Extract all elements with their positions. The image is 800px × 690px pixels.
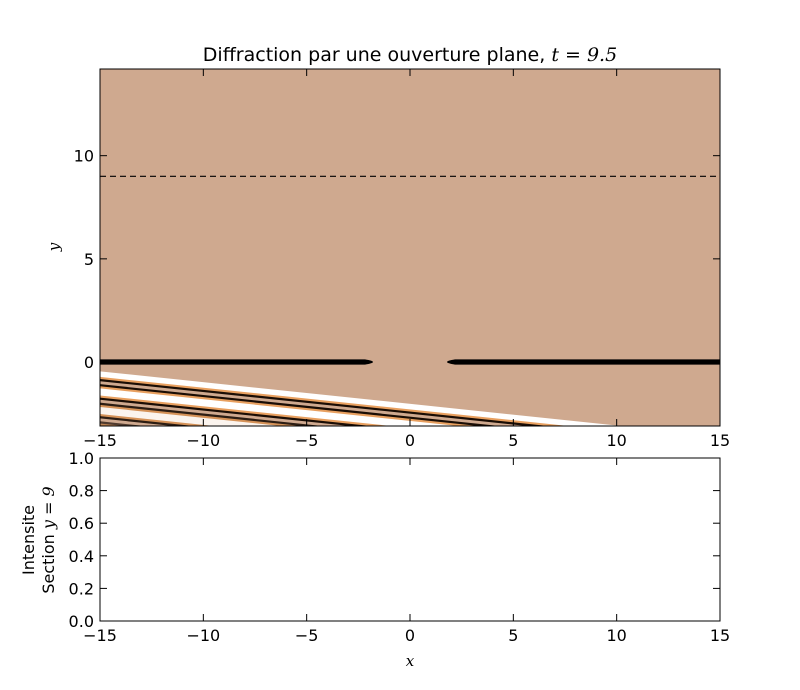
bottom-x-axis-label: x (406, 652, 415, 670)
x-tick-label: 10 (606, 431, 626, 450)
x-tick-label: −15 (83, 626, 117, 645)
x-tick-label: −10 (186, 431, 220, 450)
y-tick-label: 0.4 (69, 547, 94, 566)
x-tick-label: 5 (508, 626, 518, 645)
top-panel: −15 −10 −5 0 5 10 15 0 5 10 y (45, 68, 730, 450)
barrier-left (100, 359, 373, 365)
bottom-panel-background (100, 458, 720, 621)
x-tick-label: 15 (710, 626, 730, 645)
y-tick-label: 0.0 (69, 612, 94, 631)
y-tick-label: 0 (84, 353, 94, 372)
bottom-y-axis-label-line1: Intensite (19, 505, 38, 575)
wave-fringe-dark (100, 384, 500, 426)
y-tick-label: 0.8 (69, 482, 94, 501)
x-tick-label: 10 (606, 626, 626, 645)
wave-front-mask (100, 69, 720, 426)
bottom-y-axis-label-line2: Section y = 9 (39, 486, 58, 593)
bottom-panel: −15 −10 −5 0 5 10 15 0.0 0.2 0.4 0.6 0.8 1.0 x Inte… (19, 449, 730, 670)
x-tick-label: 5 (508, 431, 518, 450)
chart-title: Diffraction par une ouverture plane, t =… (203, 44, 617, 66)
top-y-axis-label: y (45, 242, 63, 252)
x-tick-label: 0 (405, 431, 415, 450)
wave-fringe-light (100, 406, 282, 426)
y-tick-label: 10 (74, 147, 94, 166)
y-tick-label: 0.2 (69, 579, 94, 598)
wave-fringe-light (100, 388, 459, 426)
wave-fringe-mid (100, 423, 125, 426)
x-tick-label: 0 (405, 626, 415, 645)
wave-fringe-mid (100, 386, 479, 426)
top-panel-frame (99, 68, 721, 427)
x-tick-label: −10 (186, 626, 220, 645)
bottom-panel-frame (99, 457, 721, 622)
y-tick-label: 0.6 (69, 514, 94, 533)
x-tick-label: −5 (295, 431, 319, 450)
y-tick-label: 5 (84, 250, 94, 269)
wave-fringe-mid (100, 404, 302, 426)
x-tick-label: −15 (83, 431, 117, 450)
x-tick-label: −5 (295, 626, 319, 645)
y-tick-label: 1.0 (69, 449, 94, 468)
barrier-right (447, 359, 720, 365)
x-tick-label: 15 (710, 431, 730, 450)
